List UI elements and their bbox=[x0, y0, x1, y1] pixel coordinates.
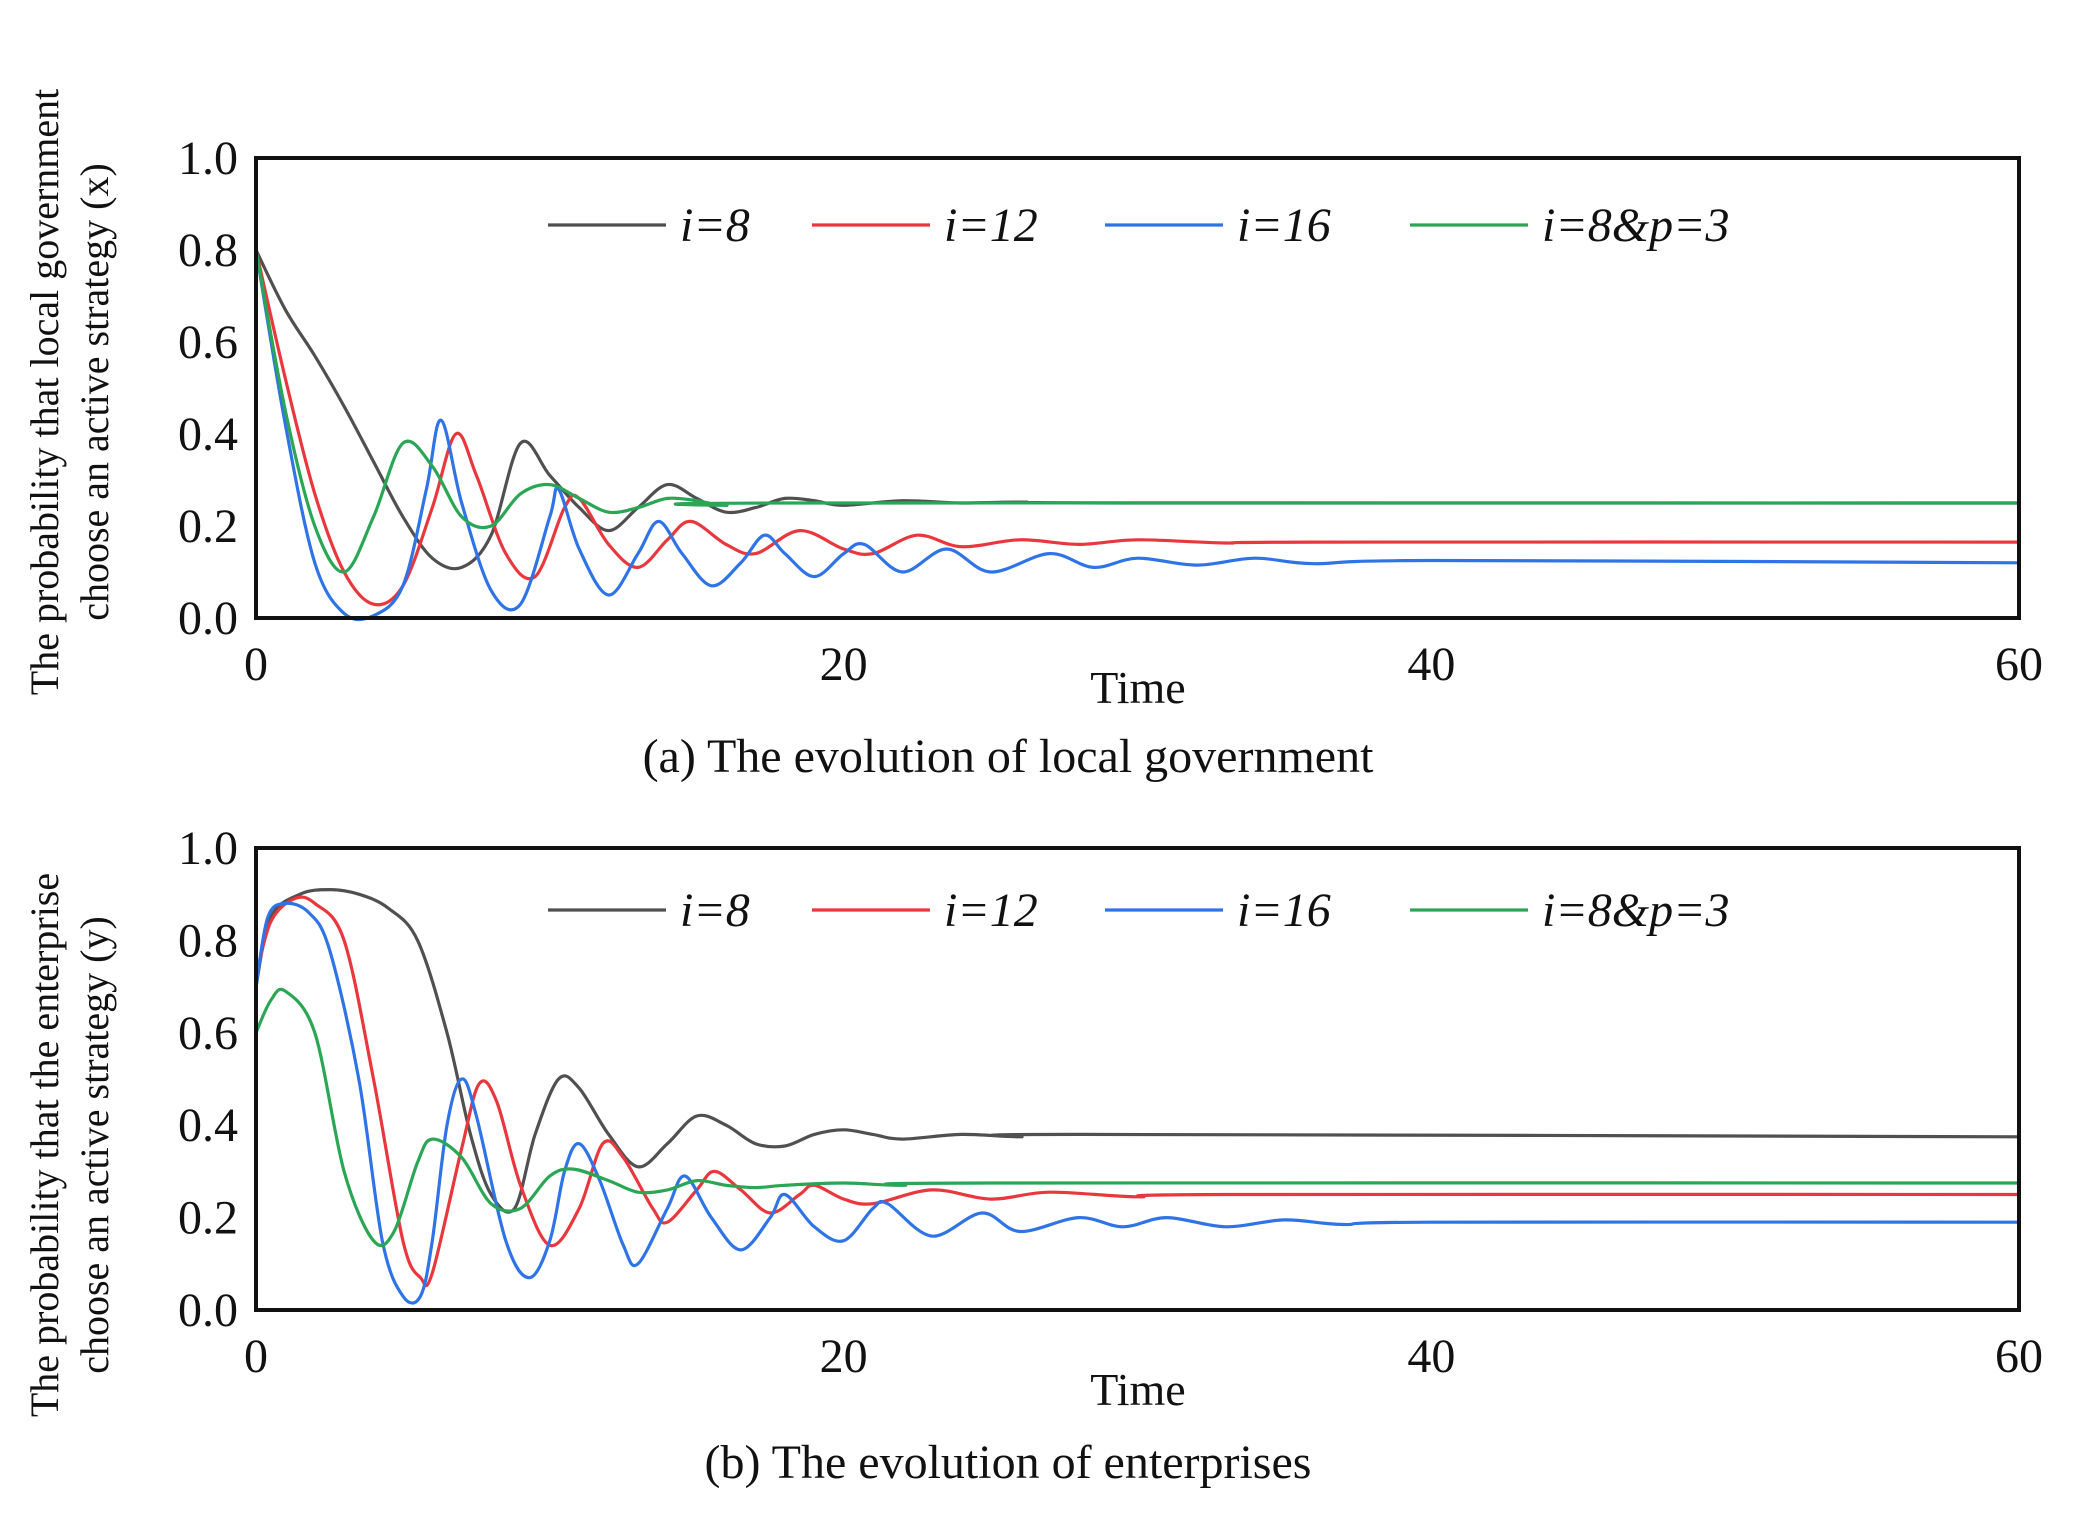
y-axis-label: The probability that local government ch… bbox=[22, 89, 117, 695]
y-tick-label: 0.8 bbox=[178, 914, 238, 967]
legend-label: i=8&p=3 bbox=[1542, 884, 1729, 937]
y-tick-label: 0.6 bbox=[178, 316, 238, 369]
legend-label: i=8&p=3 bbox=[1542, 199, 1729, 252]
y-axis-label-line2: choose an active strategy (y) bbox=[72, 916, 117, 1374]
series-line-2 bbox=[254, 895, 2021, 1288]
x-axis-title: Time bbox=[1090, 1364, 1185, 1415]
chart-caption: (b) The evolution of enterprises bbox=[705, 1436, 1312, 1489]
x-tick-label: 20 bbox=[820, 1330, 868, 1383]
y-tick-label: 0.0 bbox=[178, 592, 238, 645]
chart-panel-a: The probability that local government ch… bbox=[22, 89, 2043, 783]
x-tick-label: 0 bbox=[244, 638, 268, 691]
plot-marks bbox=[254, 888, 2021, 1305]
legend-label: i=16 bbox=[1237, 199, 1331, 252]
x-tick-label: 60 bbox=[1995, 638, 2043, 691]
series-line-3 bbox=[254, 248, 2021, 622]
plot-frame bbox=[254, 156, 2021, 620]
legend-label: i=12 bbox=[944, 199, 1038, 252]
x-axis-title: Time bbox=[1090, 662, 1185, 713]
y-axis-label-line2: choose an active strategy (x) bbox=[72, 163, 117, 621]
legend-label: i=12 bbox=[944, 884, 1038, 937]
y-axis-label-line1: The probability that local government bbox=[22, 89, 67, 695]
y-axis-label-line1: The probability that the enterprise bbox=[22, 873, 67, 1417]
x-tick-label: 0 bbox=[244, 1330, 268, 1383]
y-tick-label: 0.4 bbox=[178, 408, 238, 461]
y-axis-label: The probability that the enterprise choo… bbox=[22, 873, 117, 1417]
x-tick-label: 40 bbox=[1407, 638, 1455, 691]
y-tick-label: 0.2 bbox=[178, 500, 238, 553]
series-line-4 bbox=[254, 987, 2021, 1248]
series-line-3 bbox=[254, 901, 2021, 1305]
y-tick-label: 0.2 bbox=[178, 1192, 238, 1245]
plot-marks bbox=[254, 248, 2021, 622]
series-line-2 bbox=[254, 248, 2021, 607]
legend: i=8 i=12 i=16 i=8&p=3 bbox=[548, 884, 1729, 937]
y-tick-label: 1.0 bbox=[178, 822, 238, 875]
y-tick-label: 0.0 bbox=[178, 1284, 238, 1337]
legend-label: i=8 bbox=[680, 199, 750, 252]
x-tick-label: 60 bbox=[1995, 1330, 2043, 1383]
plot-frame bbox=[254, 846, 2021, 1312]
axis-ticks: 0.0 0.2 0.4 0.6 0.8 1.0 0 20 40 60 bbox=[178, 822, 2043, 1383]
y-tick-label: 0.8 bbox=[178, 224, 238, 277]
x-tick-label: 40 bbox=[1407, 1330, 1455, 1383]
legend-label: i=8 bbox=[680, 884, 750, 937]
legend: i=8 i=12 i=16 i=8&p=3 bbox=[548, 199, 1729, 252]
y-tick-label: 0.6 bbox=[178, 1007, 238, 1060]
series-line-1 bbox=[254, 248, 2021, 571]
chart-panel-b: The probability that the enterprise choo… bbox=[22, 822, 2043, 1489]
series-line-4 bbox=[254, 248, 2021, 574]
legend-label: i=16 bbox=[1237, 884, 1331, 937]
chart-caption: (a) The evolution of local government bbox=[643, 730, 1375, 783]
axis-ticks: 0.0 0.2 0.4 0.6 0.8 1.0 0 20 40 60 bbox=[178, 132, 2043, 691]
series-line-1 bbox=[254, 888, 2021, 1214]
y-tick-label: 0.4 bbox=[178, 1099, 238, 1152]
x-tick-label: 20 bbox=[820, 638, 868, 691]
y-tick-label: 1.0 bbox=[178, 132, 238, 185]
